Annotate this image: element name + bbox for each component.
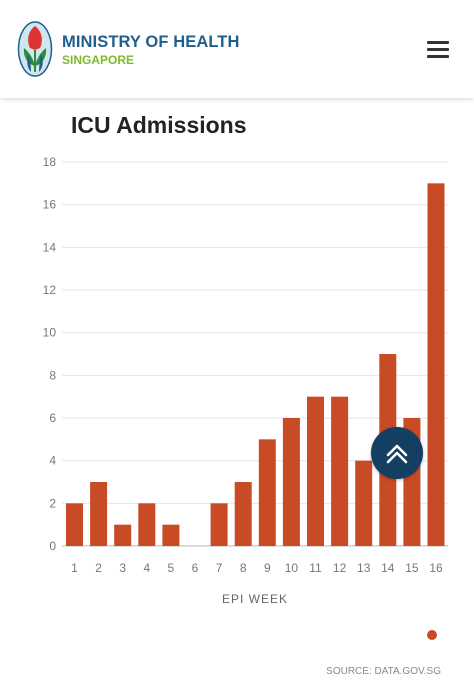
x-tick-label: 6 — [192, 561, 199, 575]
x-tick-label: 5 — [168, 561, 175, 575]
bar[interactable] — [355, 460, 373, 546]
x-tick-label: 1 — [71, 561, 78, 575]
bar[interactable] — [210, 503, 228, 546]
chart-title: ICU Admissions — [71, 112, 247, 138]
y-tick-label: 18 — [43, 155, 57, 169]
x-tick-label: 15 — [405, 561, 419, 575]
bar[interactable] — [138, 503, 156, 546]
y-tick-label: 16 — [43, 198, 57, 212]
y-tick-label: 8 — [49, 368, 56, 382]
x-tick-label: 8 — [240, 561, 247, 575]
y-tick-label: 4 — [49, 454, 56, 468]
hamburger-menu-icon[interactable] — [427, 41, 449, 59]
x-tick-label: 3 — [119, 561, 126, 575]
bar[interactable] — [90, 482, 108, 546]
x-tick-label: 4 — [143, 561, 150, 575]
x-tick-label: 13 — [357, 561, 371, 575]
y-tick-label: 0 — [49, 539, 56, 553]
x-tick-label: 2 — [95, 561, 102, 575]
bar[interactable] — [427, 183, 445, 547]
scroll-to-top-button[interactable] — [371, 427, 423, 479]
bar[interactable] — [331, 396, 349, 546]
y-tick-label: 14 — [43, 240, 57, 254]
site-header: MINISTRY OF HEALTH SINGAPORE — [0, 0, 474, 98]
y-tick-label: 2 — [49, 496, 56, 510]
y-tick-label: 6 — [49, 411, 56, 425]
legend-marker[interactable] — [427, 630, 437, 640]
chevron-double-up-icon — [386, 444, 408, 464]
bar[interactable] — [66, 503, 83, 546]
moh-logo-icon — [17, 21, 53, 77]
y-tick-label: 10 — [43, 326, 57, 340]
bar[interactable] — [258, 439, 276, 546]
y-tick-label: 12 — [43, 283, 57, 297]
bar[interactable] — [282, 418, 300, 546]
source-note: SOURCE: DATA.GOV.SG — [326, 666, 441, 677]
bar[interactable] — [307, 396, 324, 546]
x-tick-label: 7 — [216, 561, 223, 575]
x-tick-label: 9 — [264, 561, 271, 575]
bar[interactable] — [162, 524, 180, 546]
x-axis-label: EPI WEEK — [221, 592, 288, 606]
x-tick-label: 11 — [309, 561, 322, 575]
bar[interactable] — [114, 524, 132, 546]
brand-country: SINGAPORE — [62, 53, 135, 67]
x-tick-label: 10 — [285, 561, 299, 575]
bar[interactable] — [234, 482, 252, 546]
x-tick-label: 12 — [333, 561, 347, 575]
x-tick-label: 16 — [429, 561, 443, 575]
brand-name: MINISTRY OF HEALTH — [62, 33, 240, 51]
x-tick-label: 14 — [381, 561, 395, 575]
